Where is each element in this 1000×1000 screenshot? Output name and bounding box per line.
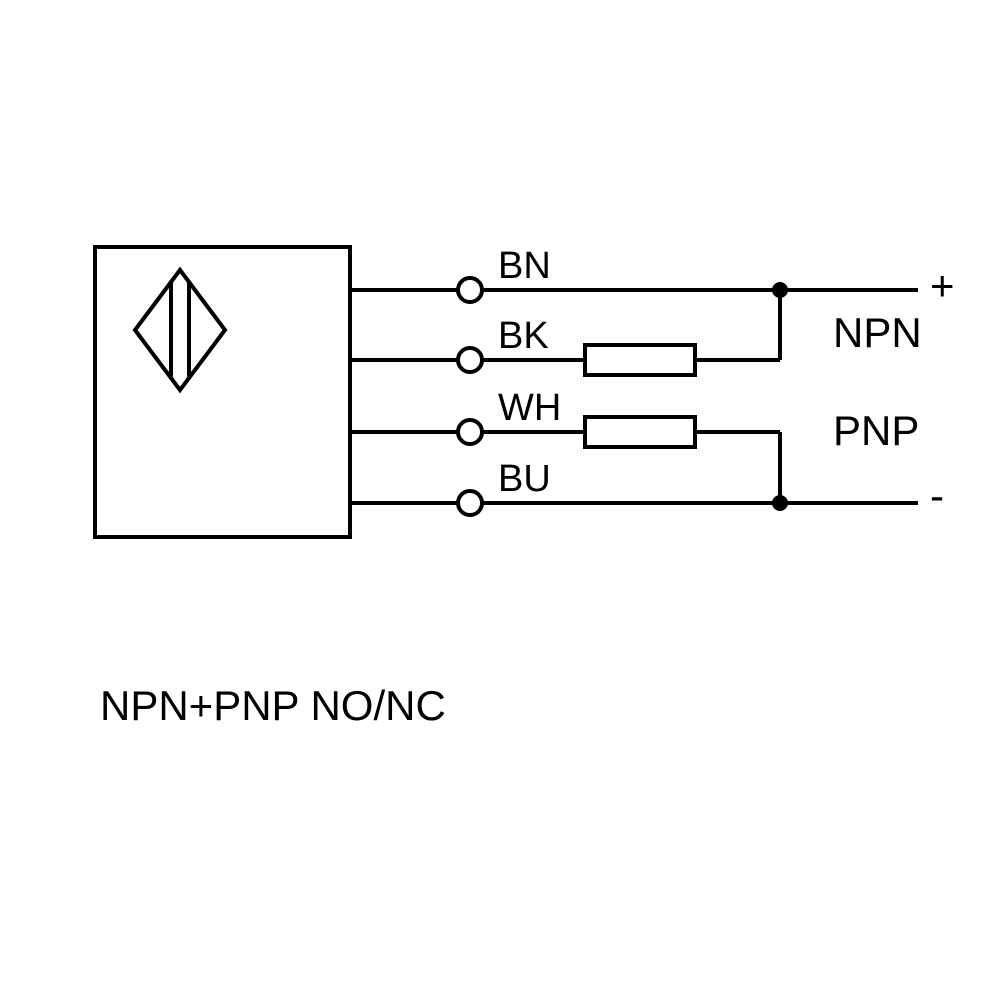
load-resistor-pnp (585, 417, 695, 447)
diagram-caption: NPN+PNP NO/NC (100, 682, 446, 729)
right-label: + (930, 262, 955, 309)
terminal-bk (458, 348, 482, 372)
background (0, 0, 1000, 1000)
wire-label-bk: BK (498, 315, 549, 357)
junction-dot (772, 495, 788, 511)
load-resistor-npn (585, 345, 695, 375)
junction-dot (772, 282, 788, 298)
terminal-bn (458, 278, 482, 302)
right-label: NPN (833, 309, 922, 356)
terminal-bu (458, 491, 482, 515)
wire-label-bu: BU (498, 458, 551, 500)
wire-label-bn: BN (498, 245, 551, 287)
right-label: PNP (833, 407, 919, 454)
right-label: - (930, 472, 944, 519)
terminal-wh (458, 420, 482, 444)
wire-label-wh: WH (498, 387, 561, 429)
